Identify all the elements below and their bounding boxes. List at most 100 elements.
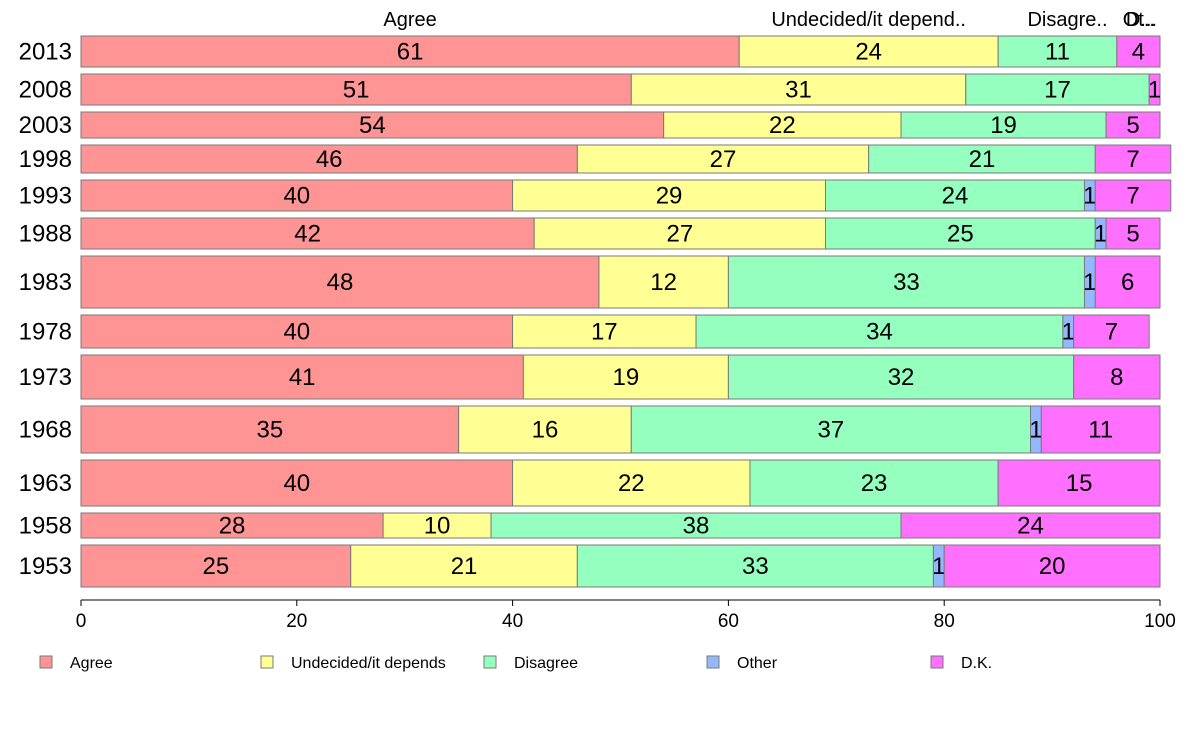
x-tick-label: 20 (286, 611, 307, 632)
legend-label: Agree (70, 655, 113, 672)
segment-label: 24 (855, 39, 882, 66)
segment-label: 54 (359, 112, 386, 139)
segment-label: 25 (203, 553, 230, 580)
segment-label: 46 (316, 146, 343, 173)
segment-label: 48 (327, 269, 354, 296)
segment-label: 7 (1105, 319, 1118, 346)
segment-label: 22 (618, 470, 645, 497)
bar-segment (80, 314, 514, 349)
category-label: 1958 (19, 513, 72, 540)
bar-segment (1040, 405, 1161, 454)
segment-label: 28 (219, 513, 246, 540)
segment-label: 8 (1110, 364, 1123, 391)
bar-segment (1105, 217, 1161, 250)
legend-swatch (706, 655, 720, 669)
segment-label: 12 (650, 269, 677, 296)
bar-segment (598, 255, 729, 309)
bar-segment (1073, 354, 1161, 400)
top-header: Agree (383, 9, 436, 31)
bar-segment (695, 314, 1064, 349)
category-label: 2008 (19, 77, 72, 104)
x-tick-label: 60 (718, 611, 739, 632)
bar-segment (512, 314, 697, 349)
bar-segment (512, 459, 751, 507)
bar-segment (576, 144, 870, 174)
segment-label: 24 (942, 183, 969, 210)
segment-label: 1 (1083, 269, 1096, 296)
bar-segment (80, 179, 514, 212)
segment-label: 1 (1148, 77, 1161, 104)
category-label: 1998 (19, 146, 72, 173)
segment-label: 41 (289, 364, 316, 391)
category-label: 1988 (19, 221, 72, 248)
category-label: 1973 (19, 364, 72, 391)
segment-label: 31 (785, 77, 812, 104)
segment-label: 11 (1088, 417, 1113, 444)
legend-label: Undecided/it depends (291, 655, 446, 672)
category-label: 2003 (19, 112, 72, 139)
bar-segment (727, 255, 1085, 309)
legend-swatch (483, 655, 497, 669)
segment-label: 16 (532, 417, 559, 444)
bar-segment (490, 512, 902, 539)
segment-label: 35 (256, 417, 283, 444)
segment-label: 19 (613, 364, 640, 391)
bar-segment (458, 405, 632, 454)
bar-segment (80, 73, 632, 106)
segment-label: 20 (1039, 553, 1066, 580)
segment-label: 15 (1066, 470, 1093, 497)
segment-label: 29 (656, 183, 683, 210)
segment-label: 10 (424, 513, 451, 540)
segment-label: 23 (861, 470, 888, 497)
bar-segment (382, 512, 492, 539)
segment-label: 17 (591, 319, 618, 346)
bar-segment (80, 255, 600, 309)
bar-segment (825, 217, 1096, 250)
bar-segment (825, 179, 1085, 212)
segment-label: 38 (683, 513, 710, 540)
bar-segment (80, 111, 665, 139)
bar-segment (80, 544, 352, 588)
legend-label: D.K. (961, 655, 992, 672)
bar-segment (900, 512, 1161, 539)
segment-label: 32 (888, 364, 915, 391)
segment-label: 33 (742, 553, 769, 580)
category-label: 1968 (19, 417, 72, 444)
bar-segment (1116, 35, 1161, 68)
bar-segment (80, 144, 578, 174)
segment-label: 34 (866, 319, 893, 346)
segment-label: 40 (283, 183, 310, 210)
category-label: 1963 (19, 470, 72, 497)
segment-label: 4 (1132, 39, 1145, 66)
segment-label: 27 (710, 146, 737, 173)
segment-label: 11 (1045, 39, 1070, 66)
top-header: D... (1126, 9, 1157, 31)
bar-segment (1148, 73, 1161, 106)
bar-segment (738, 35, 999, 68)
segment-label: 40 (283, 319, 310, 346)
bar-segment (1073, 314, 1150, 349)
x-tick-label: 80 (934, 611, 955, 632)
top-header: Ot.. (1123, 9, 1155, 31)
bar-segment (1094, 255, 1161, 309)
x-tick-label: 100 (1144, 611, 1176, 632)
x-tick-label: 0 (76, 611, 87, 632)
bar-segment (965, 73, 1150, 106)
segment-label: 1 (932, 553, 945, 580)
top-header: Disagre.. (1027, 9, 1107, 31)
segment-label: 21 (969, 146, 996, 173)
bar-segment (749, 459, 999, 507)
bar-segment (630, 73, 967, 106)
bar-segment (350, 544, 578, 588)
segment-label: 7 (1126, 146, 1139, 173)
legend-swatch (260, 655, 274, 669)
segment-label: 19 (990, 112, 1017, 139)
segment-label: 33 (893, 269, 920, 296)
segment-label: 37 (818, 417, 845, 444)
segment-label: 1 (1062, 319, 1075, 346)
segment-label: 7 (1126, 183, 1139, 210)
bar-segment (522, 354, 729, 400)
x-tick-label: 40 (502, 611, 523, 632)
